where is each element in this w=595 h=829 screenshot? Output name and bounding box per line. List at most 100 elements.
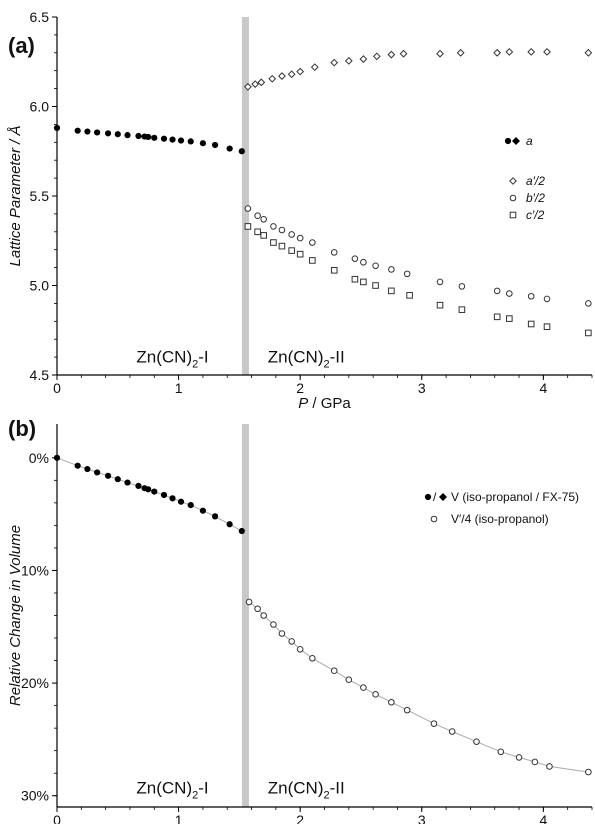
data-point xyxy=(245,598,253,606)
data-point xyxy=(372,282,379,289)
data-point xyxy=(268,74,277,83)
phase-label-suffix: -II xyxy=(330,778,345,797)
data-point xyxy=(199,140,207,147)
phase-label: Zn(CN)2-I xyxy=(136,778,208,801)
legend: a a′/2 b′/2 c′/2 xyxy=(504,134,545,222)
x-tick-label: 0 xyxy=(53,380,61,396)
data-point xyxy=(309,257,316,264)
data-point xyxy=(330,266,338,274)
data-point xyxy=(456,48,465,57)
y-tick-label: 5.5 xyxy=(30,188,50,204)
data-point xyxy=(360,278,367,286)
data-point xyxy=(585,768,592,776)
data-point xyxy=(473,738,480,745)
phase-label-suffix: -II xyxy=(330,347,345,366)
data-point xyxy=(187,502,194,509)
data-point xyxy=(135,132,142,140)
data-point xyxy=(543,295,551,303)
data-point xyxy=(309,655,316,662)
legend-separator: / xyxy=(433,490,437,504)
phase-label-subscript: 2 xyxy=(192,789,198,801)
legend: / V (iso-propanol / FX-75) V′/4 (iso-propa… xyxy=(424,490,579,526)
data-point xyxy=(288,638,295,645)
data-point xyxy=(226,521,233,528)
phase-label-suffix: -I xyxy=(198,347,208,366)
data-point xyxy=(254,228,261,236)
y-tick-label: 0% xyxy=(29,450,49,466)
data-point xyxy=(546,763,553,770)
x-tick-label: 4 xyxy=(539,380,547,396)
data-point xyxy=(177,498,185,505)
data-point xyxy=(278,226,286,234)
legend-label: c′/2 xyxy=(526,208,545,222)
data-point xyxy=(506,315,513,322)
phase-label-formula: Zn(CN) xyxy=(136,778,192,797)
data-point xyxy=(114,476,121,483)
data-point xyxy=(351,275,359,283)
data-point xyxy=(436,301,444,309)
legend-marker xyxy=(424,493,432,501)
data-point xyxy=(84,465,91,473)
data-point xyxy=(388,698,395,706)
data-point xyxy=(436,278,444,286)
panel-label: (a) xyxy=(8,33,35,58)
x-tick-label: 1 xyxy=(175,380,183,396)
x-tick-label: 3 xyxy=(418,812,426,824)
data-point xyxy=(151,488,158,495)
data-point xyxy=(403,706,411,714)
x-tick-label: 0 xyxy=(53,812,61,824)
data-point xyxy=(458,283,466,290)
data-point xyxy=(296,234,304,242)
data-point xyxy=(260,232,268,239)
data-point xyxy=(296,250,304,258)
legend-label: a xyxy=(526,134,533,148)
data-point xyxy=(114,131,121,138)
data-point xyxy=(260,215,268,223)
data-point xyxy=(448,728,456,735)
data-point xyxy=(251,80,260,89)
data-point xyxy=(145,133,152,141)
data-point xyxy=(430,720,438,727)
data-point xyxy=(53,454,61,461)
y-tick-label: 20% xyxy=(21,675,49,691)
data-point xyxy=(372,52,381,61)
x-axis-label-symbol: P xyxy=(298,395,308,412)
legend-label: V (iso-propanol / FX-75) xyxy=(451,490,579,504)
data-point xyxy=(104,472,112,479)
data-point xyxy=(238,527,245,535)
data-point xyxy=(543,47,551,56)
data-point xyxy=(584,48,593,57)
data-point xyxy=(145,486,152,493)
data-point xyxy=(177,137,185,144)
data-point xyxy=(531,758,539,766)
x-axis-label-unit: / GPa xyxy=(308,395,351,412)
data-point xyxy=(160,491,168,499)
data-point xyxy=(244,223,252,230)
data-point xyxy=(296,67,305,76)
data-point xyxy=(344,56,353,65)
data-point xyxy=(493,287,501,295)
data-point xyxy=(160,135,168,142)
data-point xyxy=(74,462,81,469)
phase-label-subscript: 2 xyxy=(324,358,330,370)
data-point xyxy=(226,145,233,152)
data-point xyxy=(270,621,277,628)
data-point xyxy=(74,127,81,134)
data-point xyxy=(527,320,535,328)
y-axis-label: Lattice Parameter / Å xyxy=(7,126,24,267)
series-1 xyxy=(243,47,593,91)
phase-label-suffix: -I xyxy=(198,778,208,797)
fit-curve xyxy=(248,601,589,773)
series-2 xyxy=(244,205,592,307)
data-point xyxy=(345,676,353,684)
data-point xyxy=(527,292,535,300)
legend-marker xyxy=(512,137,520,145)
data-point xyxy=(94,129,101,136)
data-point xyxy=(254,605,261,613)
data-point xyxy=(436,49,444,58)
data-point xyxy=(211,513,219,520)
data-point xyxy=(278,72,286,80)
data-point xyxy=(244,205,252,212)
data-point xyxy=(330,58,339,67)
